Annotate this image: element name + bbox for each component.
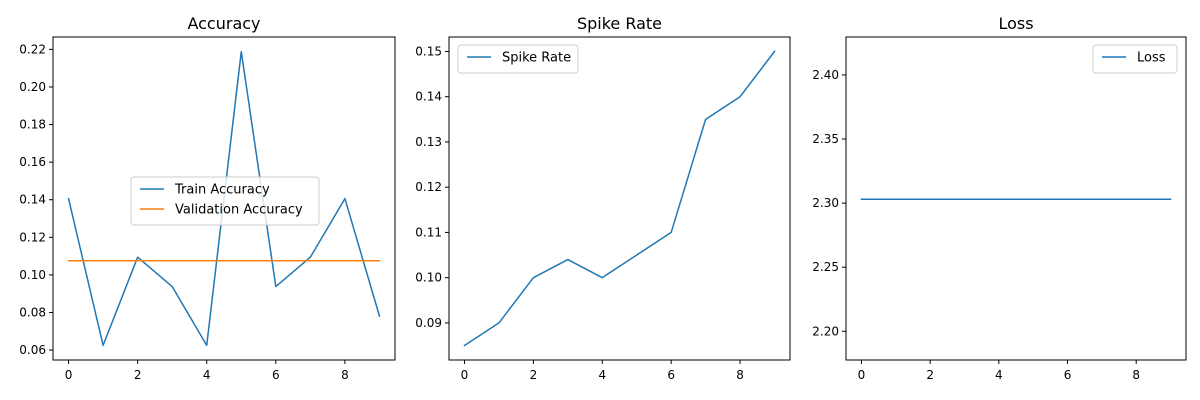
x-tick-label: 2 — [926, 368, 934, 382]
x-tick-label: 2 — [134, 368, 142, 382]
x-tick-label: 4 — [598, 368, 606, 382]
y-tick-label: 2.20 — [812, 324, 839, 338]
y-tick-label: 0.13 — [415, 135, 442, 149]
y-tick-label: 0.06 — [19, 343, 46, 357]
legend-box — [1092, 44, 1178, 74]
legend-box — [457, 44, 579, 74]
y-tick-label: 0.16 — [19, 155, 46, 169]
y-tick-label: 0.22 — [19, 42, 46, 56]
y-tick-label: 0.20 — [19, 80, 46, 94]
chart-title: Spike Rate — [577, 14, 662, 33]
legend: Train Accuracy Validation Accuracy — [130, 176, 320, 226]
y-tick-label: 0.18 — [19, 118, 46, 132]
y-tick-label: 0.09 — [415, 316, 442, 330]
legend-label: Spike Rate — [502, 51, 571, 66]
legend: Loss — [1092, 44, 1178, 74]
x-tick-label: 2 — [530, 368, 538, 382]
y-tick-label: 0.11 — [415, 225, 442, 239]
y-tick-label: 0.08 — [19, 305, 46, 319]
legend-label: Loss — [1137, 51, 1166, 66]
y-tick-label: 2.35 — [812, 132, 839, 146]
y-tick-label: 0.10 — [415, 271, 442, 285]
x-tick-label: 0 — [858, 368, 866, 382]
axes-frame — [845, 36, 1187, 361]
x-tick-label: 8 — [1132, 368, 1140, 382]
chart-panel-1: Accuracy 0 2 4 6 8 0.06 0.08 0.10 0.12 0.14 0.16 0.1… — [19, 14, 396, 382]
y-tick-label: 0.12 — [19, 230, 46, 244]
chart-title: Loss — [998, 14, 1033, 33]
y-tick-label: 0.10 — [19, 268, 46, 282]
chart-panel-2: Spike Rate 0 2 4 6 8 0.09 0.10 0.11 0.12 0.13 0.14 0… — [415, 14, 791, 382]
y-tick-label: 0.14 — [19, 193, 46, 207]
axes-frame — [52, 36, 396, 361]
series-line-1 — [463, 50, 776, 347]
legend-label: Train Accuracy — [174, 183, 270, 198]
y-tick-label: 0.12 — [415, 180, 442, 194]
legend: Spike Rate — [457, 44, 579, 74]
x-tick-label: 8 — [736, 368, 744, 382]
x-tick-label: 6 — [272, 368, 280, 382]
chart-title: Accuracy — [187, 14, 260, 33]
y-tick-label: 2.25 — [812, 260, 839, 274]
y-tick-label: 2.30 — [812, 196, 839, 210]
y-tick-label: 0.15 — [415, 44, 442, 58]
legend-label: Validation Accuracy — [175, 203, 303, 218]
axes-frame — [448, 36, 791, 361]
x-tick-label: 0 — [461, 368, 469, 382]
y-tick-label: 0.14 — [415, 90, 442, 104]
x-tick-label: 4 — [203, 368, 211, 382]
chart-panel-3: Loss 0 2 4 6 8 2.20 2.25 2.30 2.35 2.40 Loss — [812, 14, 1187, 382]
x-tick-label: 4 — [995, 368, 1003, 382]
legend-box — [130, 176, 320, 226]
x-tick-label: 6 — [667, 368, 675, 382]
y-tick-label: 2.40 — [812, 68, 839, 82]
x-tick-label: 8 — [341, 368, 349, 382]
x-tick-label: 0 — [65, 368, 73, 382]
x-tick-label: 6 — [1064, 368, 1072, 382]
